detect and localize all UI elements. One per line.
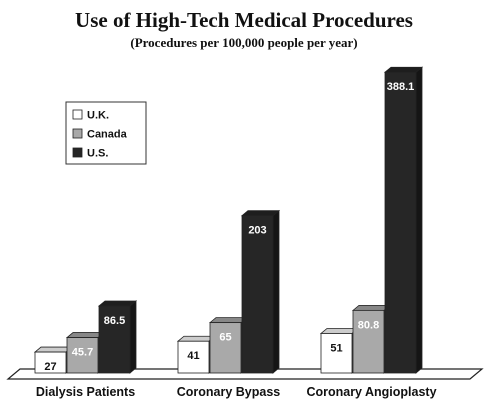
bar-front: [34, 351, 67, 374]
bar-value-label: 27: [44, 361, 56, 373]
legend-label: U.K.: [87, 110, 109, 122]
bar-front: [352, 309, 385, 374]
bar-top: [383, 66, 424, 73]
bar-0-1: 45.7: [65, 331, 106, 374]
bar-2-1: 80.8: [351, 304, 392, 374]
bar-value-label: 203: [248, 225, 266, 237]
chart-subtitle: (Procedures per 100,000 people per year): [130, 35, 357, 50]
bar-value-label: 51: [330, 342, 342, 354]
bar-top: [351, 304, 392, 311]
bar-value-label: 388.1: [387, 81, 415, 93]
bar-top: [319, 328, 360, 334]
category-labels: Dialysis Patients Coronary Bypass Coronary…: [36, 385, 437, 399]
bar-front: [98, 305, 131, 374]
legend: U.K. Canada U.S.: [65, 101, 147, 165]
category-label: Dialysis Patients: [36, 385, 135, 399]
legend-label: Canada: [87, 129, 128, 141]
bar-front: [177, 340, 210, 374]
bar-2-0: 51: [319, 327, 360, 374]
bar-top: [65, 332, 106, 338]
bar-value-label: 65: [219, 332, 231, 344]
bar-value-label: 86.5: [104, 315, 125, 327]
bar-side: [415, 66, 423, 374]
bar-0-0: 27: [33, 346, 74, 374]
category-label: Coronary Bypass: [177, 385, 281, 399]
bar-1-2: 203: [240, 209, 281, 374]
bar-side: [129, 300, 137, 374]
bar-top: [208, 317, 249, 324]
bar-front: [384, 71, 417, 374]
bar-top: [240, 210, 281, 217]
legend-swatch: [72, 147, 83, 158]
bar-value-label: 41: [187, 350, 199, 362]
bar-front: [320, 333, 353, 374]
bar-value-label: 45.7: [72, 347, 93, 359]
bar-2-2: 388.1: [383, 66, 424, 374]
legend-items: U.K. Canada U.S.: [72, 109, 128, 160]
bars-group: 27 45.7 86.5 41 65 203 51 80.8 388.1: [33, 66, 424, 374]
legend-swatch: [72, 128, 83, 139]
bar-0-2: 86.5: [97, 300, 138, 374]
bar-top: [97, 300, 138, 307]
bar-front: [66, 337, 99, 374]
bar-1-0: 41: [176, 335, 217, 374]
category-label: Coronary Angioplasty: [306, 385, 436, 399]
bar-top: [33, 346, 74, 353]
legend-label: U.S.: [87, 148, 108, 160]
bar-1-1: 65: [208, 316, 249, 374]
chart-title: Use of High-Tech Medical Procedures: [75, 8, 413, 32]
legend-swatch: [72, 109, 83, 120]
bar-front: [241, 215, 274, 374]
bar-value-label: 80.8: [358, 319, 379, 331]
bar-top: [176, 335, 217, 342]
bar-side: [272, 209, 280, 374]
bar-front: [209, 322, 242, 374]
